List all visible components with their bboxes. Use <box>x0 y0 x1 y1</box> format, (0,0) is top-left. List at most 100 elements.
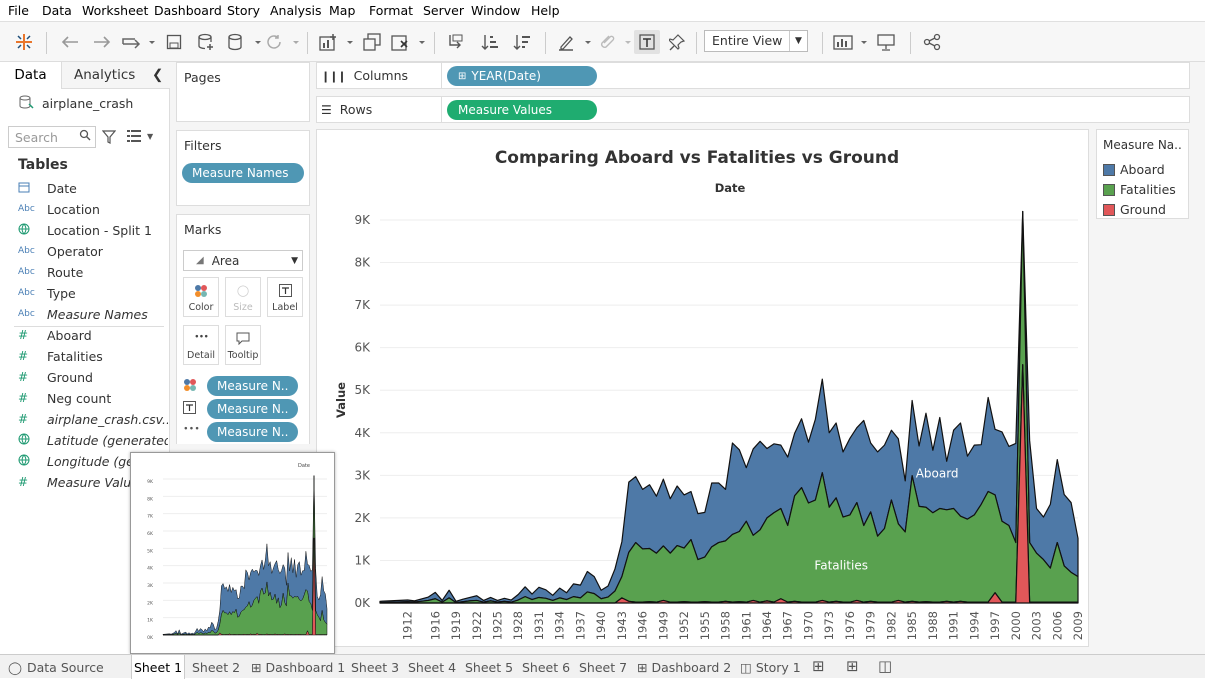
group-members-icon[interactable] <box>596 30 632 54</box>
legend-item-aboard[interactable]: Aboard <box>1103 162 1165 177</box>
field-item[interactable]: Abc Measure Names <box>18 304 168 324</box>
tab-data-source[interactable]: ◯ Data Source <box>8 655 104 679</box>
tab-sheet-6[interactable]: Sheet 6 <box>522 660 571 675</box>
area-series-ground[interactable] <box>162 537 328 636</box>
search-input[interactable]: Search <box>8 126 96 148</box>
area-series-fatalities[interactable] <box>162 475 328 636</box>
area-series-ground[interactable] <box>379 364 1079 604</box>
pause-datasource-icon[interactable] <box>226 30 262 54</box>
rows-pill[interactable]: Measure Values <box>447 100 597 120</box>
columns-shelf[interactable]: ❙❙❙ Columns ⊞ YEAR(Date) <box>316 62 1190 89</box>
collapse-pane-icon[interactable]: ❮ <box>152 67 164 83</box>
presentation-mode-icon[interactable] <box>874 30 898 54</box>
filters-card[interactable]: Filters Measure Names <box>176 130 310 206</box>
menu-analysis[interactable]: Analysis <box>270 3 322 18</box>
field-item[interactable]: Abc Route <box>18 262 168 282</box>
area-chart[interactable]: Comparing Aboard vs Fatalities vs Ground… <box>317 130 1088 646</box>
menu-help[interactable]: Help <box>531 3 560 18</box>
legend-item-fatalities[interactable]: Fatalities <box>1103 182 1176 197</box>
tab-dashboard-2[interactable]: ⊞ Dashboard 2 <box>637 655 731 679</box>
tab-sheet-4[interactable]: Sheet 4 <box>408 660 457 675</box>
field-item[interactable]: Date <box>18 178 168 198</box>
refresh-icon[interactable] <box>264 30 300 54</box>
field-item[interactable]: # Neg count <box>18 388 168 408</box>
sheet-thumbnail-preview: Date 0K 1K 2K 3K 4K 5K 6K 7K 8K 9K <box>130 452 335 654</box>
field-item[interactable]: # Ground <box>18 367 168 387</box>
field-item[interactable]: Longitude (gen <box>18 451 168 471</box>
highlight-icon[interactable] <box>556 30 592 54</box>
sort-ascending-icon[interactable] <box>478 30 502 54</box>
label-button[interactable]: Label <box>267 277 303 317</box>
color-legend[interactable]: Measure Na.. Aboard Fatalities Ground <box>1096 129 1189 219</box>
filter-pill[interactable]: Measure Names <box>182 163 304 183</box>
color-measure-pill[interactable]: Measure N.. <box>207 376 298 396</box>
new-dashboard-tab-icon[interactable]: ⊞ <box>846 657 859 675</box>
duplicate-sheet-icon[interactable] <box>360 30 384 54</box>
menu-story[interactable]: Story <box>227 3 261 18</box>
menu-map[interactable]: Map <box>329 3 356 18</box>
field-item[interactable]: # airplane_crash.csv... <box>18 409 168 429</box>
field-item[interactable]: Abc Type <box>18 283 168 303</box>
tooltip-button[interactable]: Tooltip <box>225 325 261 365</box>
mark-type-select[interactable]: ◢ Area ▼ <box>183 250 303 271</box>
new-worksheet-icon[interactable] <box>318 30 354 54</box>
show-me-icon[interactable] <box>832 30 868 54</box>
tableau-logo-icon[interactable] <box>12 30 36 54</box>
new-story-tab-icon[interactable]: ◫ <box>878 657 893 675</box>
detail-button[interactable]: ∙∙∙ Detail <box>183 325 219 365</box>
menu-worksheet[interactable]: Worksheet <box>82 3 149 18</box>
tab-data[interactable]: Data <box>0 62 62 89</box>
label-label: Label <box>272 302 298 313</box>
menu-window[interactable]: Window <box>471 3 521 18</box>
tab-story-1[interactable]: ◫ Story 1 <box>740 655 801 679</box>
menu-format[interactable]: Format <box>369 3 414 18</box>
menu-dashboard[interactable]: Dashboard <box>154 3 222 18</box>
columns-pill[interactable]: ⊞ YEAR(Date) <box>447 66 597 86</box>
menu-server[interactable]: Server <box>423 3 464 18</box>
view-canvas[interactable]: Comparing Aboard vs Fatalities vs Ground… <box>316 129 1089 647</box>
field-item[interactable]: # Measure Value <box>18 472 168 492</box>
new-datasource-icon[interactable] <box>194 30 218 54</box>
label-measure-pill[interactable]: Measure N.. <box>207 399 298 419</box>
redo-history-icon[interactable] <box>120 30 156 54</box>
new-worksheet-tab-icon[interactable]: ⊞ <box>812 657 825 675</box>
filter-icon[interactable] <box>101 130 117 147</box>
rows-shelf[interactable]: ☰ Rows Measure Values <box>316 96 1190 123</box>
field-item[interactable]: Location - Split 1 <box>18 220 168 240</box>
area-series-fatalities[interactable] <box>379 210 1079 604</box>
pages-card[interactable]: Pages <box>176 62 310 122</box>
field-item[interactable]: # Fatalities <box>18 346 168 366</box>
tab-sheet-3[interactable]: Sheet 3 <box>351 660 400 675</box>
field-item[interactable]: Abc Location <box>18 199 168 219</box>
share-icon[interactable] <box>920 30 944 54</box>
swap-rows-columns-icon[interactable] <box>444 30 468 54</box>
field-name: Fatalities <box>47 348 103 364</box>
datasource-item[interactable]: airplane_crash <box>18 93 168 113</box>
fix-axes-pin-icon[interactable] <box>666 30 690 54</box>
clear-sheet-icon[interactable] <box>390 30 426 54</box>
redo-icon[interactable] <box>90 30 114 54</box>
fit-view-select[interactable]: Entire View ▼ <box>704 30 808 52</box>
show-mark-labels-icon[interactable] <box>634 30 660 54</box>
x-tick-label: 1946 <box>636 611 650 640</box>
field-item[interactable]: # Aboard <box>18 325 168 345</box>
undo-icon[interactable] <box>58 30 82 54</box>
sheet-tabs-bar: ◯ Data Source Sheet 1 Sheet 2 ⊞ Dashboard … <box>0 654 1205 679</box>
tab-sheet-2[interactable]: Sheet 2 <box>192 660 241 675</box>
color-button[interactable]: Color <box>183 277 219 317</box>
menu-data[interactable]: Data <box>42 3 72 18</box>
field-item[interactable]: Latitude (generated) <box>18 430 168 450</box>
tab-sheet-5[interactable]: Sheet 5 <box>465 660 514 675</box>
tab-dashboard-1[interactable]: ⊞ Dashboard 1 <box>251 655 345 679</box>
size-button[interactable]: ◯ Size <box>225 277 261 317</box>
view-options-icon[interactable]: ▼ <box>127 130 153 142</box>
tab-analytics[interactable]: Analytics <box>74 67 136 83</box>
tab-sheet-1[interactable]: Sheet 1 <box>131 655 185 679</box>
detail-measure-pill[interactable]: Measure N.. <box>207 422 298 442</box>
sort-descending-icon[interactable] <box>510 30 534 54</box>
save-icon[interactable] <box>162 30 186 54</box>
menu-file[interactable]: File <box>8 3 29 18</box>
legend-item-ground[interactable]: Ground <box>1103 202 1166 217</box>
tab-sheet-7[interactable]: Sheet 7 <box>579 660 628 675</box>
field-item[interactable]: Abc Operator <box>18 241 168 261</box>
